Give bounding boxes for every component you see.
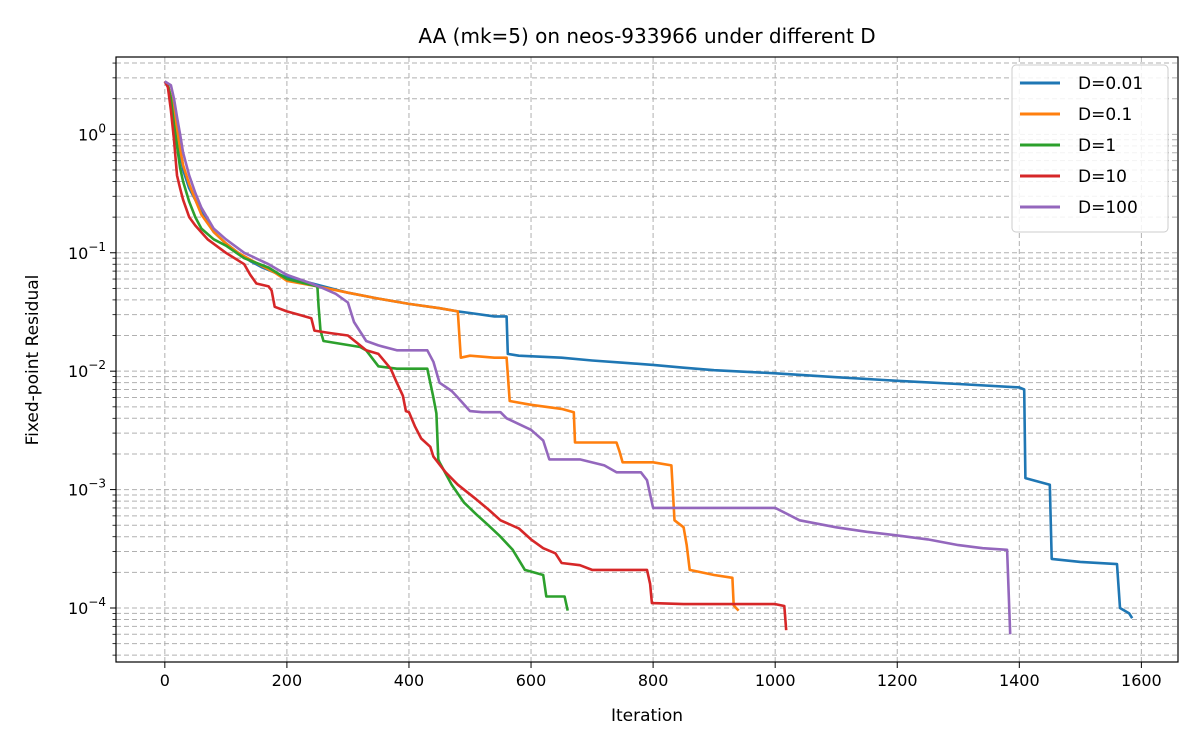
y-tick-label-exponent: 0 [98, 121, 106, 135]
series-line-1 [163, 80, 740, 612]
x-tick-label: 600 [516, 671, 547, 690]
x-axis-label: Iteration [611, 706, 683, 726]
x-tick-label: 400 [394, 671, 425, 690]
legend-label-3: D=10 [1078, 167, 1127, 187]
x-tick-label: 0 [160, 671, 170, 690]
chart-title: AA (mk=5) on neos-933966 under different… [418, 24, 875, 48]
x-tick-label: 200 [272, 671, 303, 690]
y-tick-label-base: 10 [78, 125, 98, 144]
x-tick-label: 800 [638, 671, 669, 690]
legend-label-1: D=0.1 [1078, 105, 1132, 125]
y-tick-label-exponent: −2 [88, 358, 106, 372]
legend-label-2: D=1 [1078, 136, 1116, 156]
legend-label-4: D=100 [1078, 198, 1138, 218]
legend-label-0: D=0.01 [1078, 74, 1143, 94]
axis-ticks: 0 200 400 600 800 1000 1200 1400 160010−410−310−… [68, 62, 1162, 690]
x-tick-label: 1600 [1121, 671, 1162, 690]
grid [116, 57, 1178, 662]
y-axis-label: Fixed-point Residual [23, 275, 43, 446]
x-tick-label: 1000 [755, 671, 796, 690]
y-tick-label: 10−1 [68, 240, 106, 263]
x-tick-label: 1400 [999, 671, 1040, 690]
legend-box [1011, 64, 1169, 233]
series-line-3 [163, 80, 788, 631]
y-tick-label-exponent: −4 [88, 595, 106, 609]
y-tick-label: 10−4 [68, 595, 106, 618]
y-tick-label-base: 10 [68, 244, 88, 263]
y-tick-label: 10−3 [68, 477, 106, 500]
legend: D=0.01 D=0.1 D=1 D=10 D=100 [1011, 64, 1169, 233]
x-tick-label: 1200 [877, 671, 918, 690]
y-tick-label-base: 10 [68, 362, 88, 381]
plot-area-frame [115, 56, 1179, 663]
y-tick-label: 10−2 [68, 358, 106, 381]
series-line-4 [164, 80, 1012, 635]
y-tick-label-exponent: −3 [88, 477, 106, 491]
y-tick-label-base: 10 [68, 599, 88, 618]
y-tick-label-base: 10 [68, 481, 88, 500]
y-tick-label-exponent: −1 [88, 240, 106, 254]
y-tick-label: 100 [78, 121, 106, 144]
series-lines [163, 80, 1134, 635]
